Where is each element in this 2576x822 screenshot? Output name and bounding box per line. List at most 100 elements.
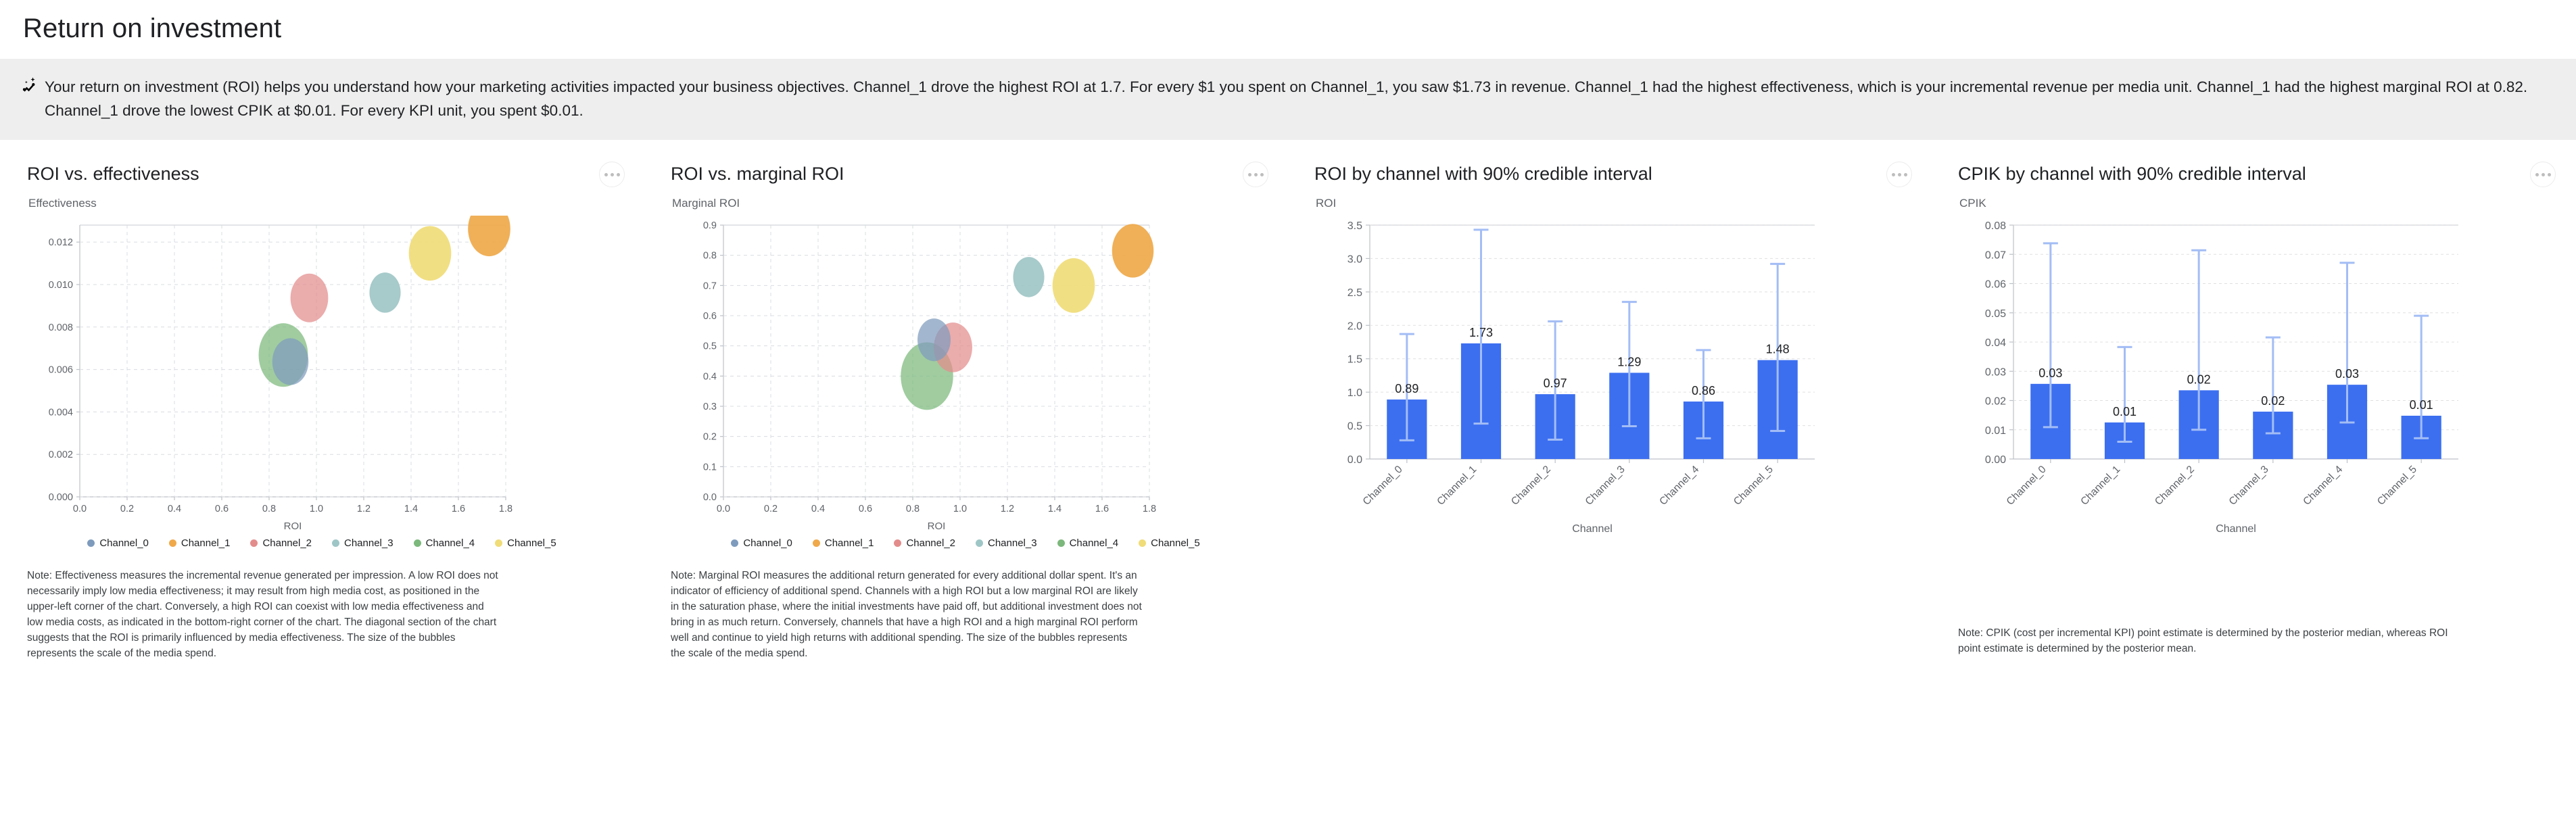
x-tick-label: 0.0 bbox=[73, 504, 87, 514]
legend-item-channel_0[interactable]: Channel_0 bbox=[731, 537, 792, 549]
chart-legend: Channel_0 Channel_1 Channel_2 Channel_3 Chan… bbox=[671, 537, 1272, 549]
legend-label: Channel_1 bbox=[824, 537, 874, 549]
x-axis-title: Channel bbox=[1572, 523, 1613, 535]
y-tick-label: 0.0 bbox=[703, 492, 717, 503]
legend-color-swatch bbox=[87, 539, 95, 547]
legend-item-channel_1[interactable]: Channel_1 bbox=[168, 537, 231, 549]
scatter-plot-marginal-roi: 0.0 0.2 0.4 0.6 0.8 1.0 1.2 1.4 1.6 1.8 0.0 0.1 0.2 0… bbox=[671, 216, 1272, 533]
y-tick-label: 2.0 bbox=[1347, 320, 1362, 332]
legend-label: Channel_5 bbox=[507, 537, 556, 549]
more-options-icon[interactable] bbox=[2530, 162, 2556, 187]
y-tick-label: 0.7 bbox=[703, 281, 717, 291]
x-tick-label: Channel_5 bbox=[1732, 464, 1775, 508]
bar-svg: 0.0 0.5 1.0 1.5 2.0 2.5 3.0 3.5 0.89 Channel_0 1.7… bbox=[1347, 220, 1815, 535]
y-tick-label: 0.008 bbox=[49, 322, 73, 333]
y-tick-label: 0.1 bbox=[703, 462, 717, 473]
legend-item-channel_1[interactable]: Channel_1 bbox=[812, 537, 874, 549]
x-tick-label: Channel_3 bbox=[2227, 464, 2271, 508]
x-tick-label: 1.8 bbox=[499, 504, 512, 514]
y-tick-label: 0.00 bbox=[1985, 454, 2006, 466]
x-tick-label: Channel_0 bbox=[1361, 464, 1405, 508]
bar-value-label: 0.01 bbox=[2113, 405, 2137, 418]
legend-item-channel_4[interactable]: Channel_4 bbox=[413, 537, 475, 549]
legend-label: Channel_2 bbox=[262, 537, 312, 549]
y-axis-caption: Marginal ROI bbox=[672, 197, 740, 210]
y-tick-label: 0.06 bbox=[1985, 279, 2006, 291]
bubble-channel_3[interactable] bbox=[369, 272, 401, 313]
legend-label: Channel_3 bbox=[344, 537, 393, 549]
insight-banner: Your return on investment (ROI) helps yo… bbox=[0, 59, 2576, 140]
bar-value-label: 0.01 bbox=[2410, 398, 2433, 412]
x-tick-label: 0.2 bbox=[120, 504, 134, 514]
bubble-channel_2[interactable] bbox=[290, 273, 329, 322]
insight-banner-text: Your return on investment (ROI) helps yo… bbox=[45, 78, 2528, 119]
bubble-channel_1[interactable] bbox=[468, 216, 510, 257]
x-tick-label: 1.2 bbox=[357, 504, 371, 514]
legend-item-channel_3[interactable]: Channel_3 bbox=[976, 537, 1037, 549]
legend-item-channel_5[interactable]: Channel_5 bbox=[495, 537, 556, 549]
auto-insights-icon bbox=[15, 75, 45, 102]
bubble-channel_5[interactable] bbox=[1052, 258, 1095, 313]
legend-label: Channel_2 bbox=[906, 537, 955, 549]
legend-label: Channel_5 bbox=[1151, 537, 1200, 549]
legend-label: Channel_4 bbox=[425, 537, 475, 549]
legend-item-channel_0[interactable]: Channel_0 bbox=[87, 537, 149, 549]
bar-value-label: 0.02 bbox=[2261, 394, 2285, 408]
x-tick-label: 0.8 bbox=[262, 504, 276, 514]
legend-item-channel_2[interactable]: Channel_2 bbox=[250, 537, 312, 549]
x-tick-label: 1.0 bbox=[310, 504, 323, 514]
scatter-plot-effectiveness: 0.0 0.2 0.4 0.6 0.8 1.0 1.2 1.4 1.6 1.8 0.000 0.002… bbox=[27, 216, 629, 533]
legend-item-channel_5[interactable]: Channel_5 bbox=[1139, 537, 1200, 549]
card-header: ROI vs. effectiveness bbox=[27, 162, 629, 187]
legend-item-channel_2[interactable]: Channel_2 bbox=[894, 537, 955, 549]
x-axis-title: ROI bbox=[284, 521, 302, 532]
y-tick-label: 0.05 bbox=[1985, 308, 2006, 320]
more-options-icon[interactable] bbox=[1243, 162, 1268, 187]
legend-label: Channel_0 bbox=[743, 537, 792, 549]
more-options-icon[interactable] bbox=[599, 162, 625, 187]
y-tick-label: 0.04 bbox=[1985, 337, 2006, 349]
legend-item-channel_4[interactable]: Channel_4 bbox=[1057, 537, 1119, 549]
bubbles-group bbox=[258, 216, 510, 387]
legend-color-swatch bbox=[976, 539, 983, 547]
x-tick-label: Channel_2 bbox=[1509, 464, 1553, 508]
legend-label: Channel_4 bbox=[1069, 537, 1119, 549]
legend-label: Channel_1 bbox=[181, 537, 231, 549]
bubble-channel_0[interactable] bbox=[917, 318, 951, 362]
bubble-channel_5[interactable] bbox=[408, 226, 452, 281]
x-tick-label: Channel_4 bbox=[1657, 464, 1701, 508]
x-axis-title: Channel bbox=[2216, 523, 2256, 535]
y-tick-label: 0.012 bbox=[49, 237, 73, 248]
bar-plot-roi: 0.0 0.5 1.0 1.5 2.0 2.5 3.0 3.5 0.89 Channel_0 1.7… bbox=[1314, 216, 1916, 567]
legend-item-channel_3[interactable]: Channel_3 bbox=[332, 537, 393, 549]
x-tick-label: Channel_1 bbox=[1435, 464, 1479, 508]
bar-value-label: 0.02 bbox=[2187, 372, 2211, 386]
chart-note: Note: Effectiveness measures the increme… bbox=[27, 570, 498, 659]
y-tick-label: 0.0 bbox=[1347, 454, 1362, 466]
bubble-channel_1[interactable] bbox=[1112, 224, 1154, 278]
bar-value-label: 0.86 bbox=[1692, 384, 1715, 397]
bubble-channel_3[interactable] bbox=[1013, 257, 1045, 297]
x-tick-label: 0.8 bbox=[906, 504, 920, 514]
x-tick-label: 0.6 bbox=[859, 504, 872, 514]
y-tick-label: 3.0 bbox=[1347, 253, 1362, 265]
chart-note: Note: CPIK (cost per incremental KPI) po… bbox=[1958, 627, 2448, 654]
more-options-icon[interactable] bbox=[1886, 162, 1912, 187]
x-tick-label: Channel_4 bbox=[2301, 464, 2345, 508]
x-tick-label: Channel_2 bbox=[2153, 464, 2197, 508]
scatter-svg: 0.0 0.2 0.4 0.6 0.8 1.0 1.2 1.4 1.6 1.8 0.000 0.002… bbox=[49, 216, 512, 532]
bar-value-label: 0.03 bbox=[2335, 367, 2359, 381]
legend-color-swatch bbox=[812, 539, 820, 547]
card-roi-vs-marginal-roi: ROI vs. marginal ROI Marginal ROI 0.0 0.2… bbox=[644, 162, 1287, 661]
x-tick-label: 0.2 bbox=[764, 504, 778, 514]
y-tick-label: 0.9 bbox=[703, 220, 717, 231]
y-tick-label: 0.002 bbox=[49, 450, 73, 460]
legend-color-swatch bbox=[168, 539, 176, 547]
x-tick-label: 1.6 bbox=[1095, 504, 1109, 514]
y-tick-label: 0.3 bbox=[703, 402, 717, 412]
x-tick-label: 1.4 bbox=[1048, 504, 1062, 514]
x-tick-label: 1.6 bbox=[452, 504, 465, 514]
legend-color-swatch bbox=[731, 539, 739, 547]
y-tick-label: 0.01 bbox=[1985, 425, 2006, 437]
bubble-channel_0[interactable] bbox=[272, 338, 309, 385]
